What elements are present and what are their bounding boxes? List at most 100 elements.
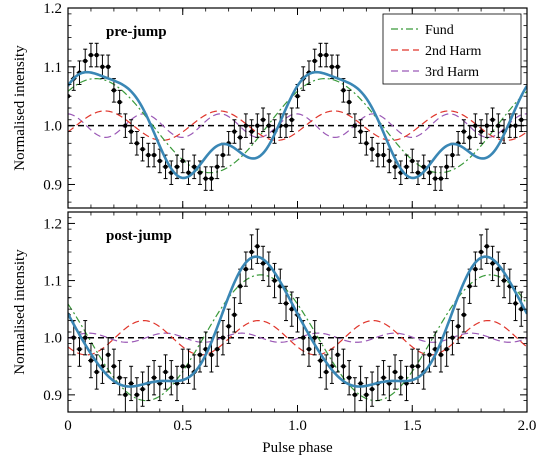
data-point — [128, 365, 134, 402]
data-point — [265, 113, 272, 138]
data-marker — [335, 64, 340, 70]
data-marker — [427, 170, 432, 175]
data-point — [99, 54, 106, 80]
data-point — [260, 245, 266, 282]
data-marker — [484, 244, 490, 249]
data-marker — [415, 170, 421, 175]
data-point — [156, 365, 163, 402]
data-marker — [260, 117, 266, 122]
data-point — [392, 354, 398, 390]
data-point — [242, 251, 249, 287]
data-point — [369, 136, 375, 162]
data-marker — [519, 306, 524, 312]
data-marker — [186, 170, 191, 175]
total-fit-curve — [68, 70, 527, 180]
data-marker — [83, 58, 88, 64]
data-marker — [140, 386, 145, 392]
y-tick-label: 1.1 — [43, 274, 62, 290]
data-marker — [513, 123, 518, 128]
data-marker — [169, 375, 174, 380]
data-marker — [146, 152, 151, 158]
data-marker — [209, 176, 214, 181]
data-marker — [100, 64, 105, 70]
x-tick-label: 1.0 — [288, 418, 307, 434]
data-point — [237, 268, 243, 304]
data-point — [174, 365, 180, 402]
data-point — [306, 331, 312, 367]
data-point — [242, 113, 249, 138]
x-axis-title: Pulse phase — [262, 440, 333, 456]
data-point — [214, 154, 221, 180]
data-point — [518, 107, 525, 133]
y-tick-label: 1.2 — [43, 1, 62, 17]
data-point — [363, 377, 370, 412]
data-marker — [461, 312, 467, 318]
x-tick-label: 1.5 — [403, 418, 422, 434]
data-point — [340, 348, 347, 384]
data-marker — [415, 364, 421, 369]
data-marker — [501, 278, 507, 283]
data-marker — [226, 324, 231, 329]
data-marker — [427, 352, 432, 358]
data-marker — [140, 146, 145, 152]
data-marker — [346, 99, 352, 105]
y-axis-title: Normalised intensity — [12, 45, 28, 171]
data-marker — [318, 358, 323, 363]
panel-label: pre-jump — [106, 24, 167, 40]
data-point — [151, 142, 157, 168]
data-point — [432, 166, 439, 191]
data-marker — [77, 346, 82, 352]
data-point — [116, 360, 123, 396]
data-point — [472, 113, 479, 138]
data-marker — [341, 88, 346, 93]
data-marker — [289, 117, 294, 122]
data-point — [128, 119, 134, 144]
data-marker — [174, 164, 180, 170]
data-point — [397, 360, 404, 396]
data-marker — [237, 284, 243, 289]
data-point — [271, 262, 278, 299]
data-point — [208, 166, 215, 191]
data-marker — [473, 266, 478, 272]
data-marker — [220, 152, 226, 158]
data-point — [352, 113, 358, 138]
second-harmonic-curve — [68, 319, 527, 356]
data-marker — [123, 123, 128, 128]
data-marker — [352, 392, 358, 398]
data-points — [68, 42, 525, 191]
data-marker — [444, 164, 449, 170]
data-point — [248, 119, 255, 144]
data-point — [179, 348, 186, 384]
data-marker — [484, 123, 490, 128]
data-marker — [255, 244, 260, 249]
data-marker — [381, 375, 386, 380]
data-marker — [105, 64, 111, 70]
data-point — [363, 131, 370, 156]
x-tick-label: 0 — [64, 418, 72, 434]
data-marker — [272, 278, 277, 283]
data-point — [438, 166, 444, 191]
data-point — [443, 154, 450, 180]
data-marker — [197, 352, 203, 358]
data-point — [512, 113, 519, 138]
data-marker — [358, 129, 363, 134]
data-marker — [329, 64, 335, 70]
data-marker — [128, 381, 134, 386]
data-point — [139, 136, 146, 162]
data-marker — [473, 123, 478, 128]
data-point — [99, 348, 106, 384]
data-marker — [421, 164, 426, 170]
data-point — [346, 89, 353, 115]
data-marker — [519, 117, 524, 122]
plot-area — [68, 42, 527, 191]
data-point — [82, 320, 89, 356]
data-marker — [323, 52, 329, 58]
data-marker — [335, 352, 340, 358]
fundamental-curve — [68, 274, 527, 402]
data-marker — [346, 375, 352, 380]
data-marker — [249, 249, 254, 255]
data-point — [202, 166, 209, 191]
y-tick-label: 0.9 — [43, 177, 62, 193]
data-marker — [301, 335, 306, 340]
data-point — [168, 360, 175, 396]
